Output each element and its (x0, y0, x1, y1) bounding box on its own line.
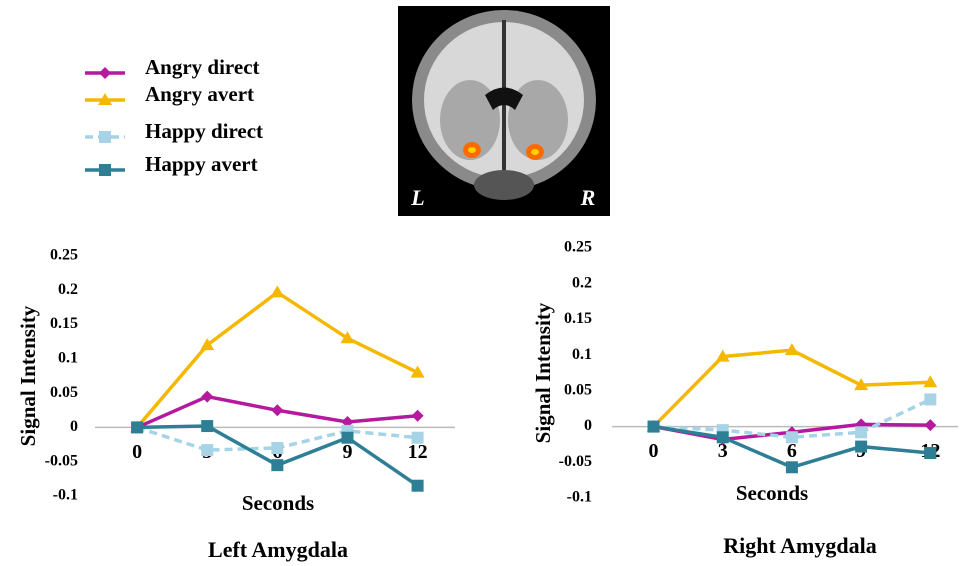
chart-title: Right Amygdala (723, 533, 876, 558)
x-axis-label: Seconds (242, 491, 314, 515)
y-tick-label: -0.1 (53, 487, 78, 504)
x-tick-label: 9 (342, 441, 352, 463)
marker (201, 391, 213, 403)
y-tick-label: 0.05 (50, 384, 78, 401)
y-tick-label: 0.25 (50, 247, 78, 264)
legend-marker (99, 67, 111, 79)
marker (786, 461, 798, 473)
image-label: L (410, 185, 424, 210)
marker (341, 432, 353, 444)
y-axis-label: Signal Intensity (531, 302, 555, 443)
marker (786, 431, 798, 443)
y-tick-label: 0.1 (58, 350, 78, 367)
legend-label: Happy direct (145, 119, 263, 143)
marker (131, 421, 143, 433)
y-tick-label: 0.25 (564, 239, 592, 256)
legend-marker (99, 131, 111, 143)
y-tick-label: 0.15 (50, 315, 78, 332)
series-line (654, 350, 931, 426)
marker (924, 393, 936, 405)
legend-label: Happy avert (145, 152, 258, 176)
marker (855, 426, 867, 438)
image-label: R (580, 185, 596, 210)
marker (412, 480, 424, 492)
chart-title: Left Amygdala (208, 537, 348, 562)
marker (412, 410, 424, 422)
y-tick-label: 0 (584, 417, 592, 434)
marker (271, 459, 283, 471)
x-tick-label: 0 (649, 440, 659, 462)
y-tick-label: 0.05 (564, 382, 592, 399)
marker (270, 285, 284, 297)
x-tick-label: 6 (787, 440, 797, 462)
marker (271, 404, 283, 416)
marker (201, 444, 213, 456)
y-axis-label: Signal Intensity (16, 305, 40, 446)
marker (855, 441, 867, 453)
marker (924, 419, 936, 431)
marker (201, 420, 213, 432)
x-axis-label: Seconds (736, 481, 808, 505)
legend-label: Angry direct (145, 55, 260, 79)
x-tick-label: 0 (132, 441, 142, 463)
y-tick-label: 0.15 (564, 310, 592, 327)
marker (412, 432, 424, 444)
marker (924, 447, 936, 459)
legend-label: Angry avert (145, 82, 254, 106)
y-tick-label: 0.2 (572, 274, 592, 291)
brain-image: L R (398, 6, 610, 216)
y-tick-label: -0.05 (45, 452, 78, 469)
y-tick-label: 0.2 (58, 281, 78, 298)
marker (271, 442, 283, 454)
figure: L R Angry direct Angry avert Happy direct H… (0, 0, 961, 566)
y-tick-label: 0.1 (572, 346, 592, 363)
y-tick-label: 0 (70, 418, 78, 435)
y-tick-label: -0.05 (559, 453, 592, 470)
x-tick-label: 12 (408, 441, 428, 463)
marker (717, 431, 729, 443)
y-tick-label: -0.1 (567, 489, 592, 506)
marker (648, 421, 660, 433)
legend-marker (99, 164, 111, 176)
